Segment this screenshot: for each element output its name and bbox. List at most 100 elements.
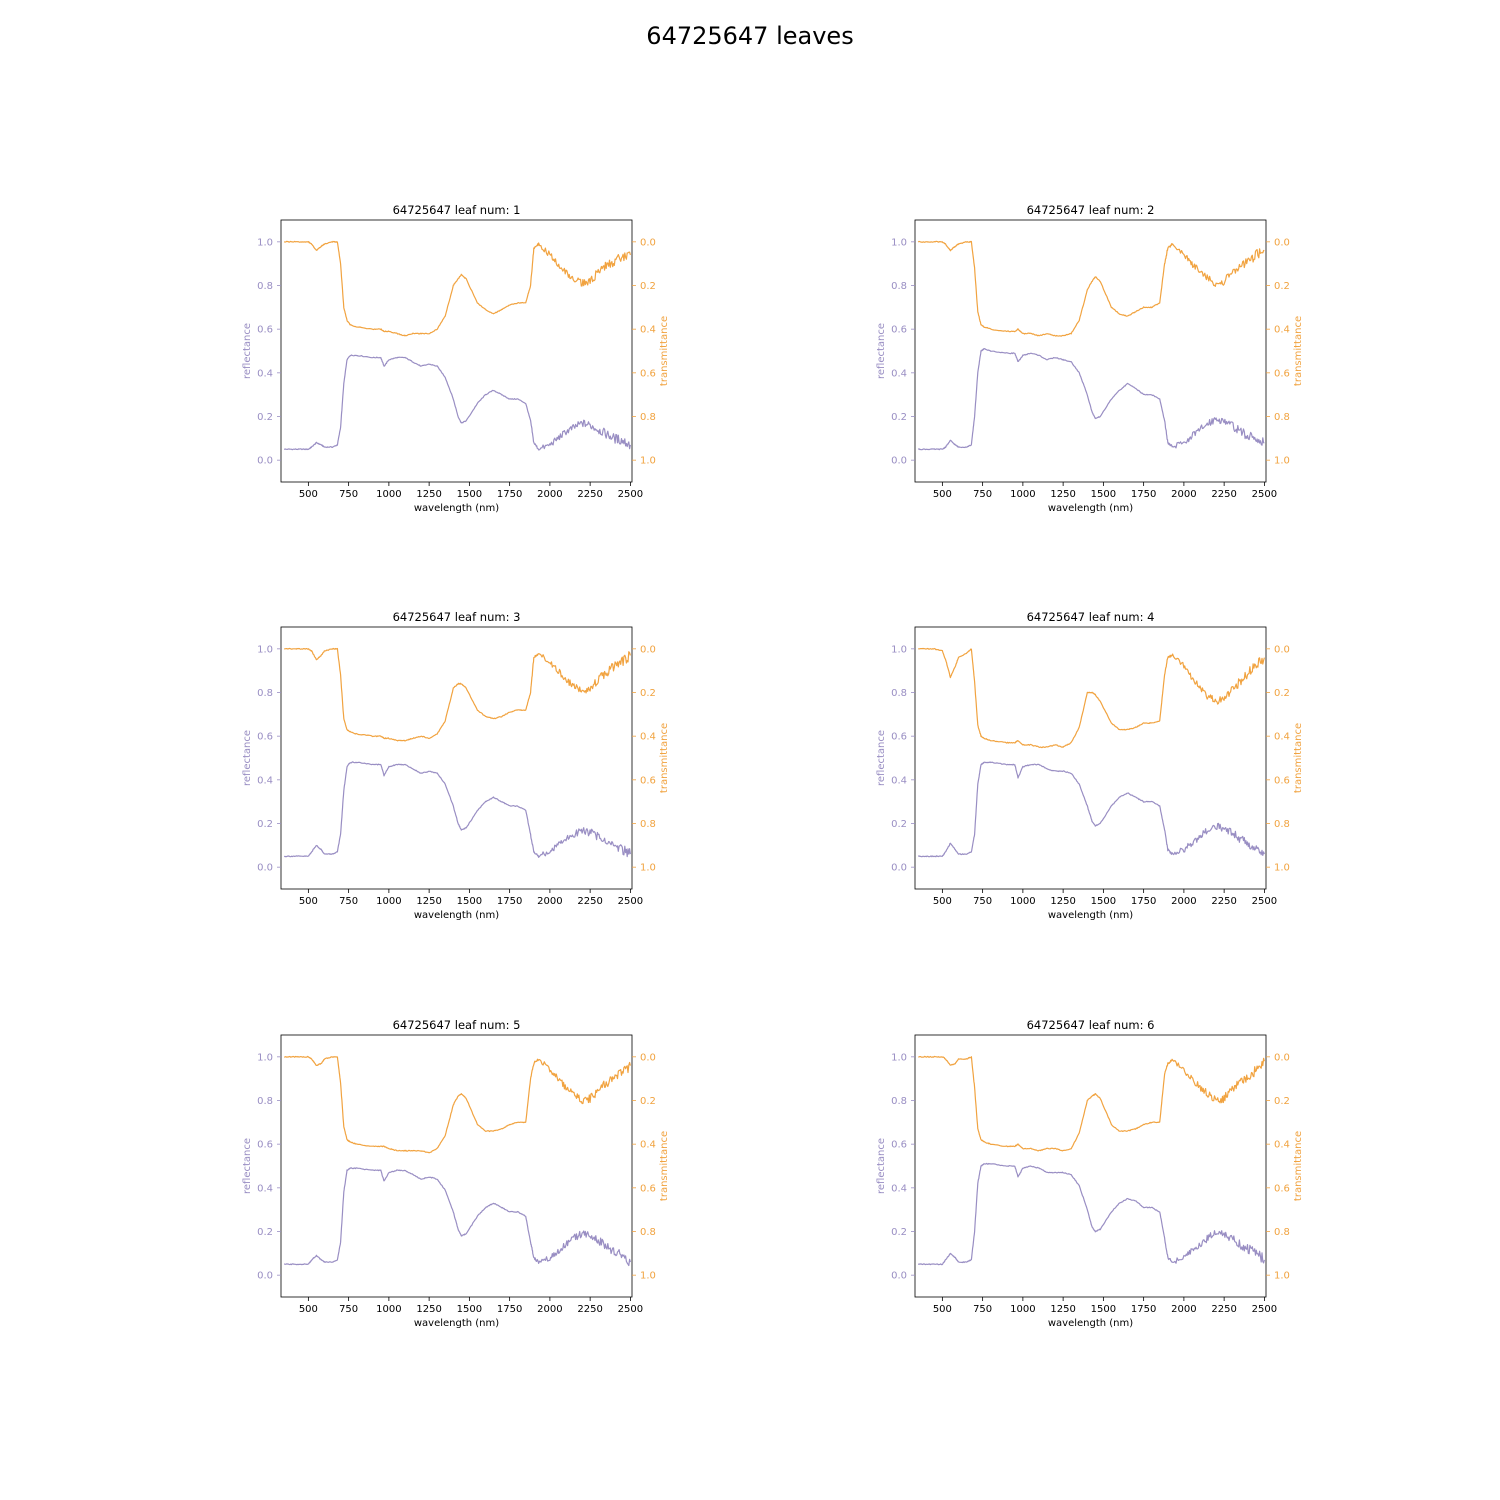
reflectance-series-line: [917, 761, 1265, 858]
x-tick-label: 2500: [1252, 1304, 1277, 1315]
y-right-tick-label: 0.4: [640, 732, 656, 743]
x-tick-label: 1750: [1131, 1304, 1156, 1315]
y-right-tick-label: 0.6: [1274, 775, 1290, 786]
y-right-axis-label: transmittance: [1293, 1131, 1304, 1201]
y-left-tick-label: 0.0: [257, 863, 273, 874]
x-tick-label: 500: [933, 1304, 952, 1315]
transmittance-series-line: [284, 1055, 631, 1154]
x-tick-label: 1500: [1091, 489, 1116, 500]
y-left-tick-label: 0.6: [257, 325, 273, 336]
y-left-tick-label: 0.8: [257, 688, 273, 699]
y-right-tick-label: 0.0: [640, 644, 656, 655]
subplot-5: 500 750 1000 1250 1500 1750 2000 2250 2500 0.0 0.2…: [242, 1018, 670, 1329]
y-right-tick-label: 1.0: [1274, 456, 1290, 467]
x-tick-label: 1000: [1010, 896, 1035, 907]
transmittance-series-line: [283, 240, 631, 337]
subplot-1: 500 750 1000 1250 1500 1750 2000 2250 2500 0.0 0.2…: [242, 203, 670, 514]
x-tick-label: 1000: [1010, 1304, 1035, 1315]
x-tick-label: 1500: [457, 489, 482, 500]
y-left-tick-label: 0.8: [891, 1096, 907, 1107]
y-right-axis-label: transmittance: [659, 316, 670, 386]
x-tick-label: 2500: [618, 1304, 643, 1315]
y-right-tick-label: 0.0: [640, 237, 656, 248]
y-right-axis-label: transmittance: [1293, 316, 1304, 386]
y-right-tick-label: 0.8: [1274, 819, 1290, 830]
y-left-tick-label: 0.6: [891, 1140, 907, 1151]
y-right-tick-label: 0.6: [640, 1183, 656, 1194]
y-right-tick-label: 0.2: [1274, 281, 1290, 292]
y-left-axis-label: reflectance: [242, 323, 253, 379]
transmittance-series-line: [917, 240, 1265, 337]
x-tick-label: 2250: [1211, 1304, 1236, 1315]
y-left-tick-label: 0.2: [891, 1227, 907, 1238]
x-tick-label: 1000: [376, 1304, 401, 1315]
x-tick-label: 750: [973, 1304, 992, 1315]
y-left-tick-label: 0.8: [257, 281, 273, 292]
y-right-tick-label: 1.0: [640, 863, 656, 874]
x-tick-label: 2250: [577, 489, 602, 500]
reflectance-series-line: [283, 1167, 631, 1267]
figure-title: 64725647 leaves: [646, 22, 854, 50]
x-axis-label: wavelength (nm): [414, 1318, 499, 1329]
x-tick-label: 1250: [416, 1304, 441, 1315]
x-tick-label: 2000: [1171, 896, 1196, 907]
x-tick-label: 1250: [1050, 1304, 1075, 1315]
y-right-tick-label: 1.0: [1274, 1271, 1290, 1282]
y-left-tick-label: 0.2: [257, 412, 273, 423]
x-tick-label: 1500: [1091, 1304, 1116, 1315]
plot-frame: [280, 219, 633, 483]
y-left-tick-label: 0.4: [257, 1183, 273, 1194]
x-tick-label: 2250: [577, 1304, 602, 1315]
reflectance-series-line: [283, 354, 631, 451]
subplot-title: 64725647 leaf num: 2: [1027, 203, 1155, 217]
y-right-tick-label: 0.6: [640, 775, 656, 786]
subplot-4: 500 750 1000 1250 1500 1750 2000 2250 2500 0.0 0.2…: [876, 610, 1304, 921]
x-tick-label: 1750: [1131, 489, 1156, 500]
y-right-tick-label: 0.4: [1274, 1140, 1290, 1151]
y-right-tick-label: 1.0: [1274, 863, 1290, 874]
y-left-tick-label: 1.0: [891, 237, 907, 248]
x-tick-label: 2250: [1211, 489, 1236, 500]
x-tick-label: 1250: [1050, 896, 1075, 907]
y-left-tick-label: 0.4: [891, 775, 907, 786]
y-left-tick-label: 0.2: [257, 1227, 273, 1238]
y-right-tick-label: 0.2: [640, 281, 656, 292]
y-left-tick-label: 0.6: [257, 1140, 273, 1151]
y-right-tick-label: 0.8: [640, 412, 656, 423]
x-tick-label: 1250: [1050, 489, 1075, 500]
x-tick-label: 1500: [457, 896, 482, 907]
y-right-tick-label: 0.2: [1274, 688, 1290, 699]
x-tick-label: 2250: [577, 896, 602, 907]
x-tick-label: 750: [973, 489, 992, 500]
y-right-tick-label: 0.8: [640, 1227, 656, 1238]
plot-frame: [914, 219, 1267, 483]
y-left-tick-label: 0.0: [891, 863, 907, 874]
y-right-tick-label: 0.4: [1274, 732, 1290, 743]
subplot-title: 64725647 leaf num: 4: [1027, 610, 1155, 624]
y-left-tick-label: 0.6: [891, 732, 907, 743]
subplot-title: 64725647 leaf num: 1: [393, 203, 521, 217]
y-left-tick-label: 0.8: [891, 688, 907, 699]
y-left-tick-label: 0.4: [891, 368, 907, 379]
x-tick-label: 1750: [1131, 896, 1156, 907]
x-tick-label: 2000: [537, 1304, 562, 1315]
y-left-axis-label: reflectance: [876, 1138, 887, 1194]
subplot-6: 500 750 1000 1250 1500 1750 2000 2250 2500 0.0 0.2…: [876, 1018, 1304, 1329]
transmittance-series-line: [918, 1055, 1265, 1152]
x-tick-label: 500: [299, 489, 318, 500]
x-axis-label: wavelength (nm): [414, 503, 499, 514]
x-tick-label: 1500: [457, 1304, 482, 1315]
x-tick-label: 2000: [1171, 489, 1196, 500]
y-left-tick-label: 0.2: [257, 819, 273, 830]
y-left-tick-label: 0.0: [891, 456, 907, 467]
y-left-axis-label: reflectance: [242, 730, 253, 786]
x-tick-label: 1000: [376, 489, 401, 500]
subplot-title: 64725647 leaf num: 6: [1027, 1018, 1155, 1032]
subplot-title: 64725647 leaf num: 5: [393, 1018, 521, 1032]
y-left-tick-label: 0.8: [891, 281, 907, 292]
y-left-tick-label: 0.0: [257, 456, 273, 467]
y-right-tick-label: 0.6: [1274, 1183, 1290, 1194]
y-right-tick-label: 0.2: [640, 688, 656, 699]
y-left-tick-label: 0.0: [257, 1271, 273, 1282]
y-right-tick-label: 0.2: [640, 1096, 656, 1107]
